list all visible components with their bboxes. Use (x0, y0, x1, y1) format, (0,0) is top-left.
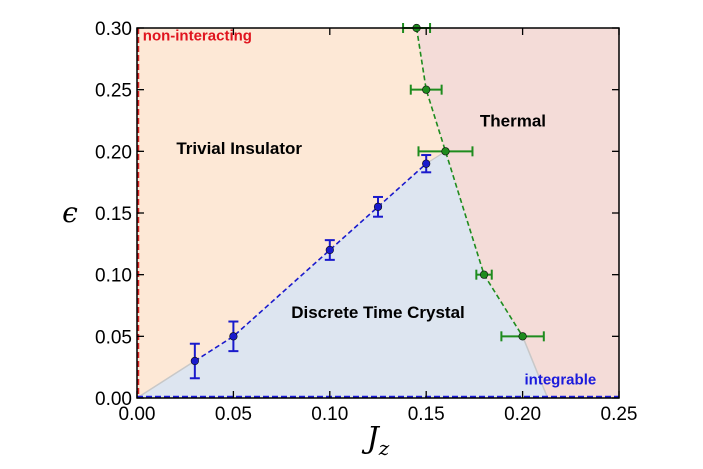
point-marker (325, 245, 334, 255)
x-tick-label: 0.00 (119, 404, 156, 425)
point-marker (190, 356, 199, 366)
annotation-non-interacting: non-interacting (143, 27, 252, 44)
boundary-extension-axis (521, 336, 549, 399)
data-point (475, 269, 493, 280)
x-tick-label: 0.25 (601, 404, 638, 425)
y-tick-label: 0.00 (95, 389, 132, 410)
x-tick-label: 0.10 (311, 404, 348, 425)
data-point (421, 154, 432, 174)
annotation-trivial-insulator: Trivial Insulator (176, 139, 302, 158)
x-axis-label: Jz (361, 421, 390, 460)
axis-ticks: 0.00 0.05 0.10 0.15 0.20 0.25 0.00 0.05 0.10 0.15… (95, 19, 637, 425)
data-point (189, 342, 200, 380)
y-tick-label: 0.15 (95, 204, 132, 225)
y-tick-label: 0.05 (95, 327, 132, 348)
series-line-thermal-boundary (415, 27, 524, 337)
x-tick-label: 0.15 (408, 404, 445, 425)
annotation-discrete-time-crystal: Discrete Time Crystal (291, 303, 465, 322)
y-axis-label: ϵ (62, 196, 78, 229)
data-point (500, 331, 545, 342)
point-marker (422, 85, 431, 94)
annotation-integrable: integrable (525, 371, 597, 388)
annotations: Trivial Insulator Thermal Discrete Time Cr… (143, 27, 596, 388)
point-marker (479, 270, 489, 279)
data-point (417, 146, 474, 157)
point-marker (518, 332, 527, 341)
y-tick-label: 0.10 (95, 266, 132, 287)
y-tick-label: 0.20 (95, 142, 132, 163)
data-point (228, 320, 239, 353)
annotation-thermal: Thermal (480, 112, 546, 131)
y-tick-label: 0.25 (95, 81, 132, 102)
x-tick-label: 0.20 (504, 404, 541, 425)
point-marker (229, 332, 238, 341)
point-marker (373, 202, 383, 211)
point-marker (441, 147, 450, 156)
region-fills (137, 28, 619, 398)
x-tick-label: 0.05 (215, 404, 252, 425)
boundary-extension-origin (136, 360, 196, 399)
data-point (409, 84, 443, 95)
region-trivial-insulator (137, 28, 446, 398)
y-tick-label: 0.30 (95, 19, 132, 40)
point-marker (422, 159, 431, 168)
region-discrete-time-crystal (137, 151, 548, 398)
data-point (324, 239, 335, 261)
data-point (373, 195, 383, 218)
region-thermal (416, 28, 619, 398)
